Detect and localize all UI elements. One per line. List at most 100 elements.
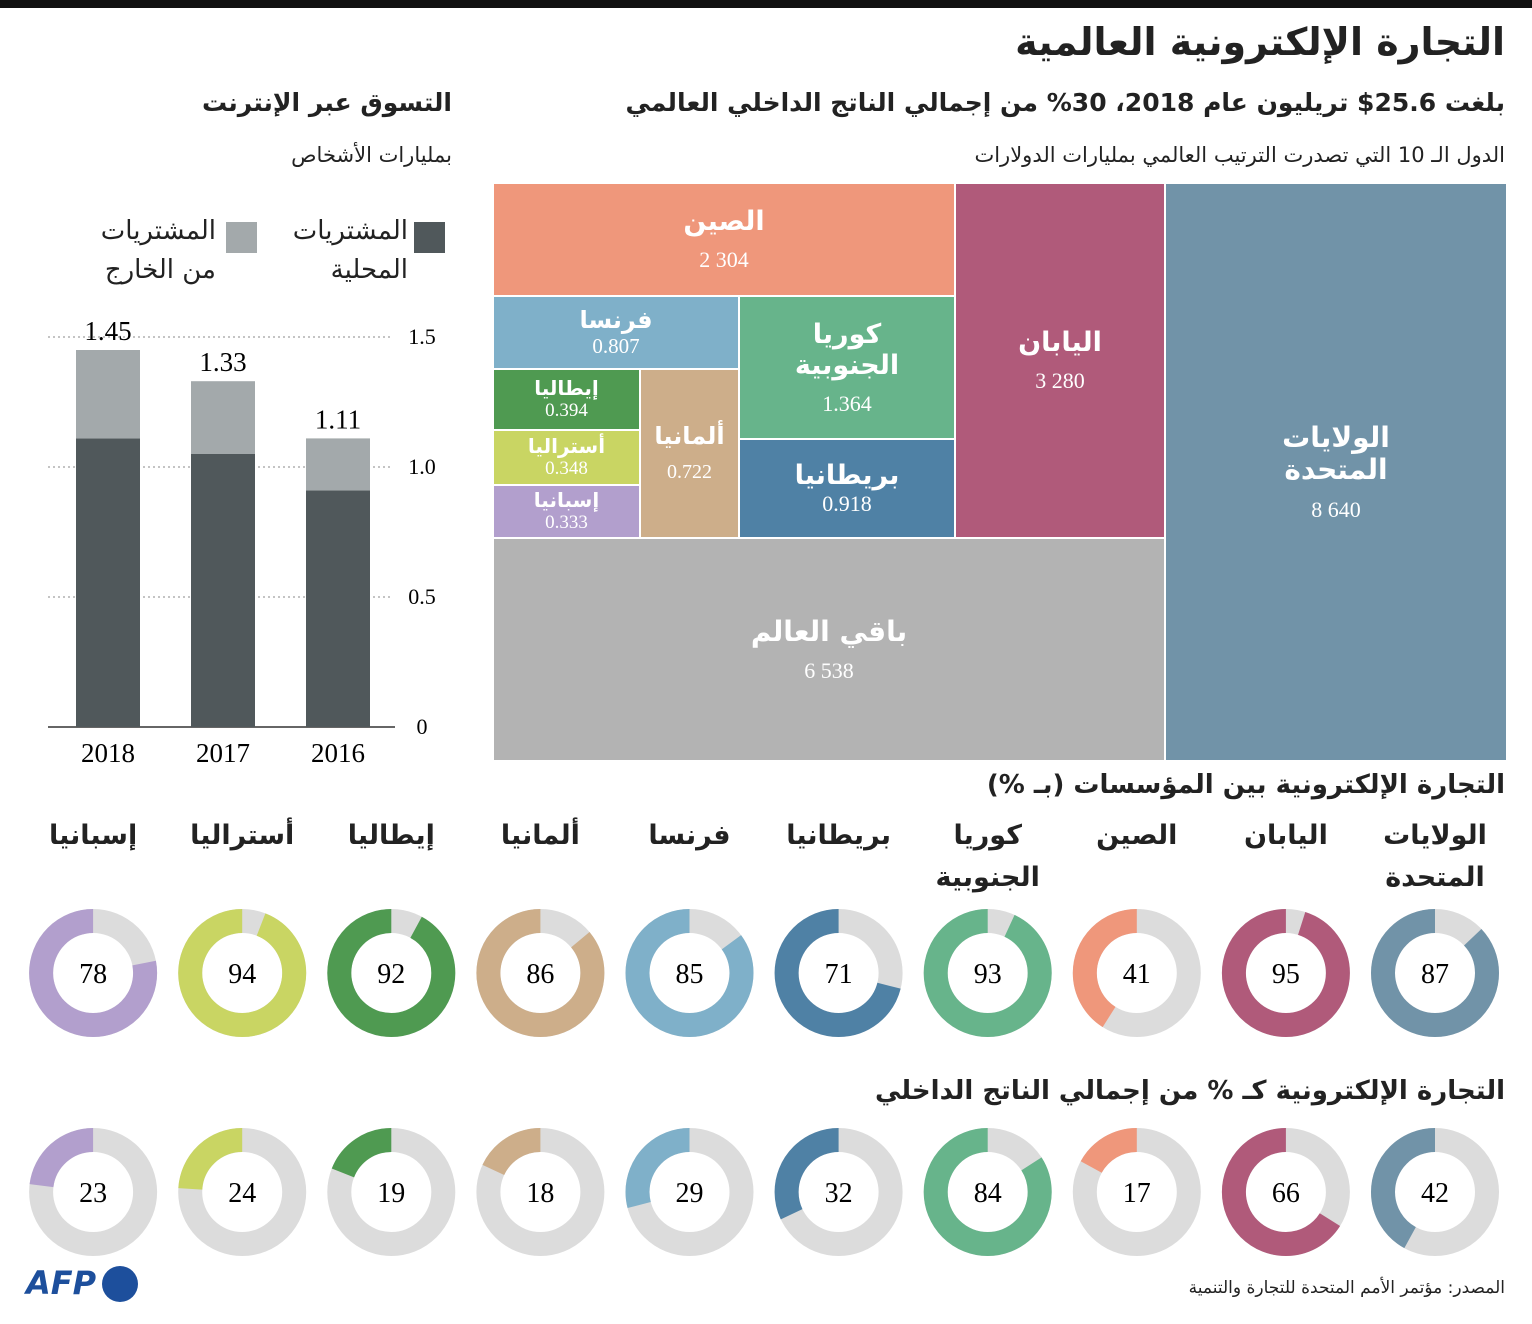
treemap-value: 8 640 [1311,496,1361,522]
donut-label: الصين [1096,820,1178,851]
donut-arc [1221,1128,1350,1256]
treemap-rect: كوريا الجنوبية 1.364 [740,297,954,438]
donut-value: 78 [79,959,107,990]
legend-label: المشتريات المحلية [292,216,408,285]
donut-arc [625,1128,754,1256]
donut-value: 66 [1272,1178,1300,1209]
treemap-subtitle: الدول الـ 10 التي تصدرت الترتيب العالمي … [974,143,1505,167]
treemap-value: 6 538 [804,657,854,683]
logo: AFP [26,1264,97,1302]
donut [29,909,158,1037]
donut-arc [625,909,754,1037]
donut-value: 95 [1272,959,1300,990]
donut-arc [923,1128,1052,1256]
total-label: 1.45 [84,316,131,346]
treemap-value: 3 280 [1035,368,1085,394]
x-tick-label: 2018 [81,738,135,768]
donut-value: 87 [1421,959,1449,990]
total-label: 1.33 [199,347,246,377]
treemap-value: 0.807 [592,334,640,359]
treemap-rect: ألمانيا 0.722 [641,370,738,537]
treemap-label: ألمانيا [654,422,725,451]
treemap-label: إسبانيا [533,488,600,513]
treemap-rect: الولايات المتحدة 8 640 [1166,184,1506,760]
bar-subtitle: بمليارات الأشخاص [291,143,452,167]
donut-value: 85 [676,959,704,990]
donut-arc [774,1128,903,1256]
source: المصدر: مؤتمر الأمم المتحدة للتجارة والت… [1188,1278,1505,1298]
donut [923,909,1052,1037]
donut [1371,1128,1499,1256]
donut-label: فرنسا [648,820,731,851]
logo-dot [102,1266,138,1302]
donut [1221,1128,1350,1256]
donut-arc [327,909,456,1037]
bar-segment [306,438,370,491]
donut [1072,909,1201,1037]
donut-label: أستراليا [190,820,295,851]
treemap-rect: أستراليا 0.348 [494,431,639,484]
treemap-label: بريطانيا [794,460,900,492]
treemap-label: إيطاليا [534,376,599,401]
treemap-label: الصين [683,206,765,238]
donut [327,1128,456,1256]
donut-arc [1371,1128,1499,1256]
donut-value: 86 [526,959,554,990]
donut-arc [327,1128,456,1256]
donut-label: إسبانيا [48,820,138,851]
donut-label: الولايات المتحدة [1383,820,1487,893]
y-tick-label: 0.5 [408,584,436,609]
x-tick-label: 2016 [311,738,365,768]
y-tick-label: 0 [417,714,428,739]
legend-swatch [414,222,445,253]
donut-value: 18 [526,1178,554,1209]
top-bar [0,0,1532,8]
donut-value: 17 [1123,1178,1151,1209]
bar-segment [76,438,140,727]
donut-value: 94 [228,959,256,990]
donut [774,1128,903,1256]
donut [476,909,605,1037]
donut [923,1128,1052,1256]
treemap-rect: فرنسا 0.807 [494,297,738,368]
donut-arc [1371,909,1499,1037]
donut [625,909,754,1037]
donut-value: 24 [228,1178,256,1209]
donut-arc [774,909,903,1037]
treemap-rect: باقي العالم 6 538 [494,539,1164,760]
treemap-value: 0.333 [545,512,588,534]
donut-label: بريطانيا [786,820,891,851]
treemap-label: باقي العالم [750,614,908,648]
treemap-rect: الصين 2 304 [494,184,954,295]
donut-label: ألمانيا [500,820,580,851]
donut-value: 42 [1421,1178,1449,1209]
donut-value: 32 [825,1178,853,1209]
donut-value: 41 [1123,959,1151,990]
treemap-value: 0.348 [545,458,588,480]
treemap-value: 1.364 [822,390,872,416]
y-tick-label: 1.0 [408,454,436,479]
donut-arc [29,1128,158,1256]
treemap-rect: إسبانيا 0.333 [494,486,639,537]
treemap-label: الولايات المتحدة [1282,421,1390,487]
x-tick-label: 2017 [196,738,250,768]
total-label: 1.11 [315,404,361,434]
treemap-rect: إيطاليا 0.394 [494,370,639,429]
page-title: التجارة الإلكترونية العالمية [1015,20,1505,64]
donut [29,1128,158,1256]
donut-arc [1072,909,1201,1037]
donut-value: 84 [974,1178,1002,1209]
donut-arc [923,909,1052,1037]
donut-value: 29 [676,1178,704,1209]
treemap-value: 2 304 [699,247,749,273]
donut-arc [178,909,307,1037]
donut-arc [476,1128,605,1256]
treemap-value: 0.394 [545,400,588,422]
donut-label: إيطاليا [347,820,435,851]
treemap-label: اليابان [1018,327,1102,359]
bar-segment [76,350,140,439]
legend-swatch [226,222,257,253]
bar-segment [191,454,255,727]
